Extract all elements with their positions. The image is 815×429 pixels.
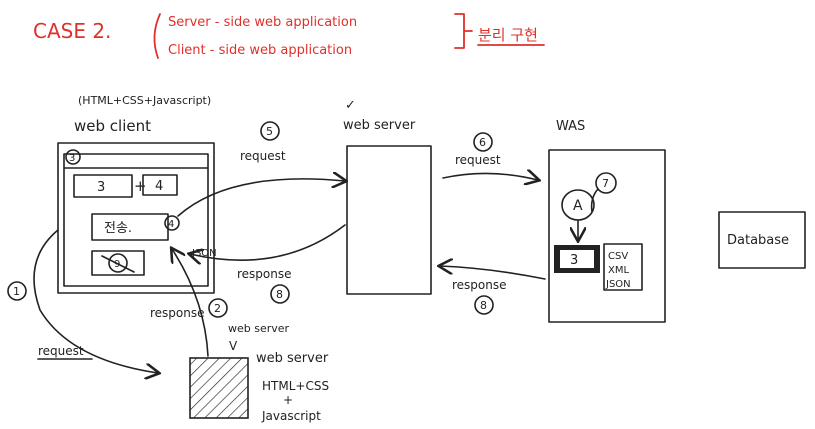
was-result: 3 bbox=[570, 253, 578, 268]
web-server-box bbox=[346, 145, 432, 295]
plus-sign: + bbox=[134, 177, 147, 195]
step2-label: response bbox=[150, 306, 205, 320]
header: CASE 2. Server - side web application Cl… bbox=[33, 13, 545, 59]
step1-circle bbox=[7, 281, 27, 301]
result-box bbox=[91, 250, 145, 276]
request-arrow-6 bbox=[442, 173, 538, 180]
static-server-top-label: web server bbox=[228, 322, 290, 335]
step8-right-number: 8 bbox=[480, 299, 487, 312]
response-arrow-8 bbox=[190, 224, 346, 260]
step1-number: 1 bbox=[13, 285, 20, 298]
open-bracket bbox=[153, 13, 161, 59]
database-box bbox=[718, 211, 806, 269]
client-static-flows: 1 request response 2 bbox=[7, 229, 228, 373]
result-scribble bbox=[101, 255, 135, 273]
formats-box bbox=[603, 243, 643, 291]
static-content-line2: + bbox=[283, 393, 293, 407]
response-arrow-was bbox=[440, 266, 546, 280]
operand-a-box[interactable] bbox=[73, 174, 133, 198]
step4-number: 4 bbox=[168, 219, 174, 230]
database: Database bbox=[718, 211, 806, 269]
step2-number: 2 bbox=[214, 302, 221, 315]
client-outer-box bbox=[57, 142, 215, 294]
request-arrow-5 bbox=[177, 179, 345, 217]
operand-b: 4 bbox=[155, 179, 163, 194]
node-a-label: A bbox=[573, 198, 583, 214]
step6-label: request bbox=[455, 153, 501, 167]
client-webserver-flows: 5 request response 8 bbox=[177, 121, 346, 304]
step4-circle bbox=[164, 215, 180, 231]
format-csv: CSV bbox=[608, 251, 628, 262]
static-server-label: web server bbox=[256, 351, 329, 366]
static-content-line1: HTML+CSS bbox=[262, 379, 329, 393]
response-arrow-2 bbox=[172, 249, 209, 357]
database-label: Database bbox=[727, 233, 789, 248]
step6-circle bbox=[473, 132, 493, 152]
header-line1: Server - side web application bbox=[168, 15, 357, 30]
client-tech-label: (HTML+CSS+Javascript) bbox=[78, 94, 211, 107]
step8-right-circle bbox=[474, 295, 494, 315]
step8-left-number: 8 bbox=[276, 288, 283, 301]
step3-number: 3 bbox=[69, 153, 75, 164]
client-browser-box bbox=[63, 153, 209, 287]
step8-right-label: response bbox=[452, 278, 507, 292]
loop-line bbox=[590, 188, 599, 213]
step5-circle bbox=[260, 121, 280, 141]
static-web-server: web server V web server HTML+CSS + Javas… bbox=[189, 322, 329, 423]
webserver-was-flows: 6 request response 8 bbox=[440, 132, 546, 315]
operand-a: 3 bbox=[97, 180, 105, 195]
web-server-check: ✓ bbox=[345, 98, 356, 113]
web-client: (HTML+CSS+Javascript) web client 3 3 + 4… bbox=[57, 94, 217, 294]
submit-label: 전송. bbox=[104, 221, 132, 236]
step1-label: request bbox=[38, 344, 84, 358]
step5-number: 5 bbox=[266, 125, 273, 138]
step8-left-circle bbox=[270, 284, 290, 304]
step5-label: request bbox=[240, 149, 286, 163]
result-inner bbox=[560, 250, 594, 268]
korean-note: 분리 구현 bbox=[478, 26, 538, 44]
close-bracket bbox=[454, 13, 473, 49]
result-circle bbox=[108, 253, 128, 273]
static-content-line3: Javascript bbox=[261, 409, 321, 423]
client-title: web client bbox=[74, 117, 151, 135]
request-arrow-1 bbox=[33, 229, 158, 373]
step3-circle bbox=[65, 149, 81, 165]
web-server: ✓ web server bbox=[343, 98, 432, 295]
static-server-check: V bbox=[229, 339, 238, 353]
step2-circle bbox=[208, 298, 228, 318]
header-line2: Client - side web application bbox=[168, 43, 352, 58]
step7-number: 7 bbox=[602, 177, 609, 190]
step7-circle bbox=[595, 172, 617, 194]
step8-left-label: response bbox=[237, 267, 292, 281]
format-xml: XML bbox=[608, 265, 629, 276]
web-server-title: web server bbox=[343, 118, 416, 133]
static-server-box bbox=[189, 357, 249, 419]
result-step: 9 bbox=[114, 259, 120, 270]
format-json: JSON bbox=[605, 279, 631, 290]
case-label: CASE 2. bbox=[33, 19, 111, 43]
step6-number: 6 bbox=[479, 136, 486, 149]
was-title: WAS bbox=[556, 119, 585, 134]
operand-b-box[interactable] bbox=[142, 174, 178, 196]
was-box bbox=[548, 149, 666, 323]
submit-button[interactable] bbox=[91, 213, 169, 241]
was-server: WAS A 7 3 CSV XML JSON bbox=[548, 119, 666, 323]
